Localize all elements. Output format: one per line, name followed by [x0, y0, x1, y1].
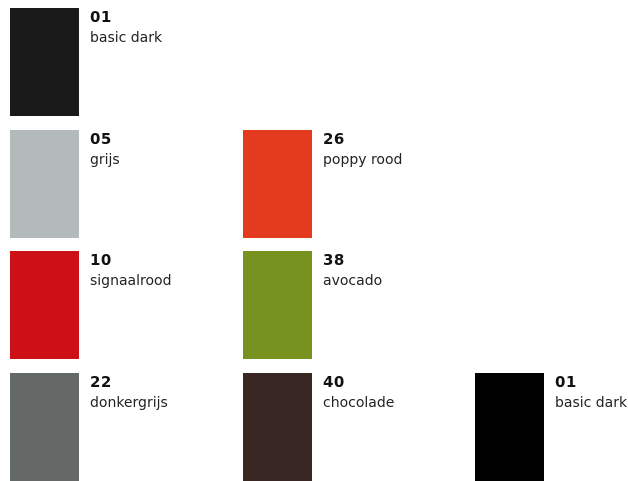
swatch-basic-dark[interactable]: 01 basic dark: [0, 0, 220, 116]
swatch-code: 40: [323, 373, 345, 391]
swatch-poppy-rood[interactable]: 26 poppy rood: [233, 122, 453, 238]
swatch-code: 10: [90, 251, 112, 269]
swatch-code: 22: [90, 373, 112, 391]
swatch-label: basic dark: [555, 395, 628, 411]
swatch-color-box[interactable]: [475, 373, 544, 481]
swatch-avocado[interactable]: 38 avocado: [233, 243, 453, 359]
swatch-label: grijs: [90, 152, 120, 168]
swatch-label: chocolade: [323, 395, 395, 411]
swatch-label: signaalrood: [90, 273, 172, 289]
swatch-color-box[interactable]: [10, 251, 79, 359]
swatch-grijs[interactable]: 05 grijs: [0, 122, 220, 238]
swatch-code: 01: [555, 373, 577, 391]
swatch-color-box[interactable]: [243, 251, 312, 359]
swatch-code: 38: [323, 251, 345, 269]
swatch-color-box[interactable]: [10, 8, 79, 116]
swatch-chocolade[interactable]: 40 chocolade: [233, 365, 453, 481]
swatch-code: 05: [90, 130, 112, 148]
swatch-basic-dark-black[interactable]: 01 basic dark: [465, 365, 628, 481]
swatch-color-box[interactable]: [243, 373, 312, 481]
swatch-code: 26: [323, 130, 345, 148]
swatch-color-box[interactable]: [243, 130, 312, 238]
swatch-label: avocado: [323, 273, 383, 289]
swatch-label: basic dark: [90, 30, 163, 46]
swatch-label: donkergrijs: [90, 395, 168, 411]
swatch-color-box[interactable]: [10, 130, 79, 238]
swatch-signaalrood[interactable]: 10 signaalrood: [0, 243, 220, 359]
swatch-label: poppy rood: [323, 152, 403, 168]
swatch-color-box[interactable]: [10, 373, 79, 481]
swatch-donkergrijs[interactable]: 22 donkergrijs: [0, 365, 220, 481]
swatch-code: 01: [90, 8, 112, 26]
